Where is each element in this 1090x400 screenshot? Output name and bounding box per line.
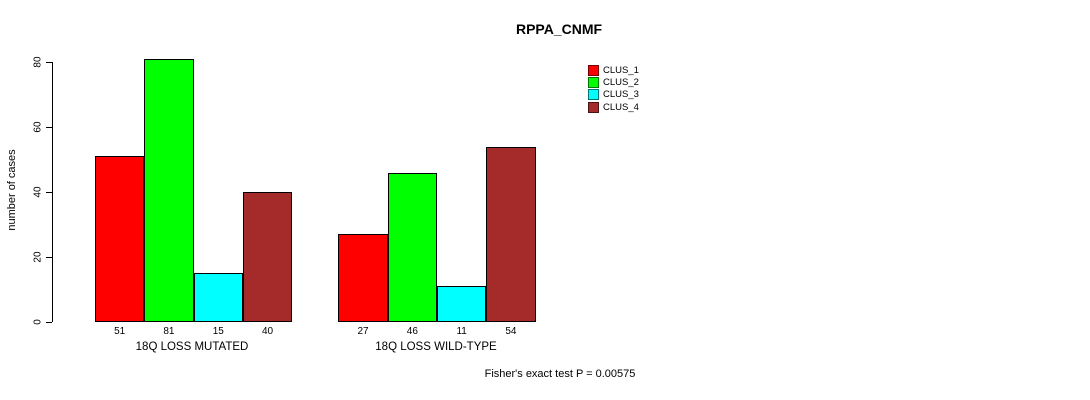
legend-label: CLUS_4 (603, 101, 639, 113)
bar-value-label: 81 (163, 326, 175, 337)
legend-label: CLUS_1 (603, 64, 639, 76)
y-tick-label: 60 (32, 121, 44, 133)
group-label-mutated: 18Q LOSS MUTATED (135, 341, 249, 353)
bar-value-label: 11 (456, 326, 467, 337)
y-tick (46, 126, 52, 128)
bar-clus_3-group1 (193, 273, 243, 322)
y-axis-line (52, 62, 53, 322)
bar-value-label: 54 (505, 326, 517, 337)
y-tick (46, 61, 52, 63)
bar-clus_3-group2 (437, 286, 487, 322)
legend-item: CLUS_3 (588, 89, 639, 101)
bar-value-label: 46 (406, 326, 418, 337)
bar-value-label: 15 (212, 326, 224, 337)
bar-clus_1-group1 (95, 156, 145, 322)
y-tick-label: 0 (32, 319, 44, 325)
legend-item: CLUS_4 (588, 101, 639, 113)
bar-clus_2-group1 (144, 58, 194, 322)
bar-clus_4-group1 (242, 192, 293, 322)
bar-clus_1-group2 (338, 234, 388, 322)
bar-clus_4-group2 (486, 146, 536, 322)
bar-value-label: 40 (261, 326, 274, 337)
legend-swatch-icon (588, 77, 599, 89)
bar-value-label: 51 (114, 326, 126, 337)
legend-swatch-icon (588, 101, 599, 113)
y-tick-label: 40 (32, 186, 44, 198)
legend-item: CLUS_2 (588, 76, 639, 89)
chart-title: RPPA_CNMF (515, 21, 603, 37)
legend: CLUS_1 CLUS_2 CLUS_3 CLUS_4 (588, 64, 639, 114)
legend-swatch-icon (588, 89, 599, 101)
y-axis-label: number of cases (6, 149, 18, 231)
y-tick-label: 20 (32, 251, 44, 263)
y-tick (46, 191, 52, 193)
group-label-wild-type: 18Q LOSS WILD-TYPE (375, 341, 497, 353)
bar-clus_2-group2 (387, 172, 437, 322)
bar-value-label: 27 (357, 326, 369, 337)
legend-swatch-icon (588, 64, 599, 76)
fisher-test-annotation: Fisher's exact test P = 0.00575 (484, 368, 636, 380)
y-tick (46, 321, 52, 323)
legend-label: CLUS_2 (603, 77, 639, 89)
legend-label: CLUS_3 (603, 89, 639, 101)
y-tick-label: 80 (32, 56, 44, 68)
y-tick (46, 256, 52, 258)
legend-item: CLUS_1 (588, 64, 639, 76)
